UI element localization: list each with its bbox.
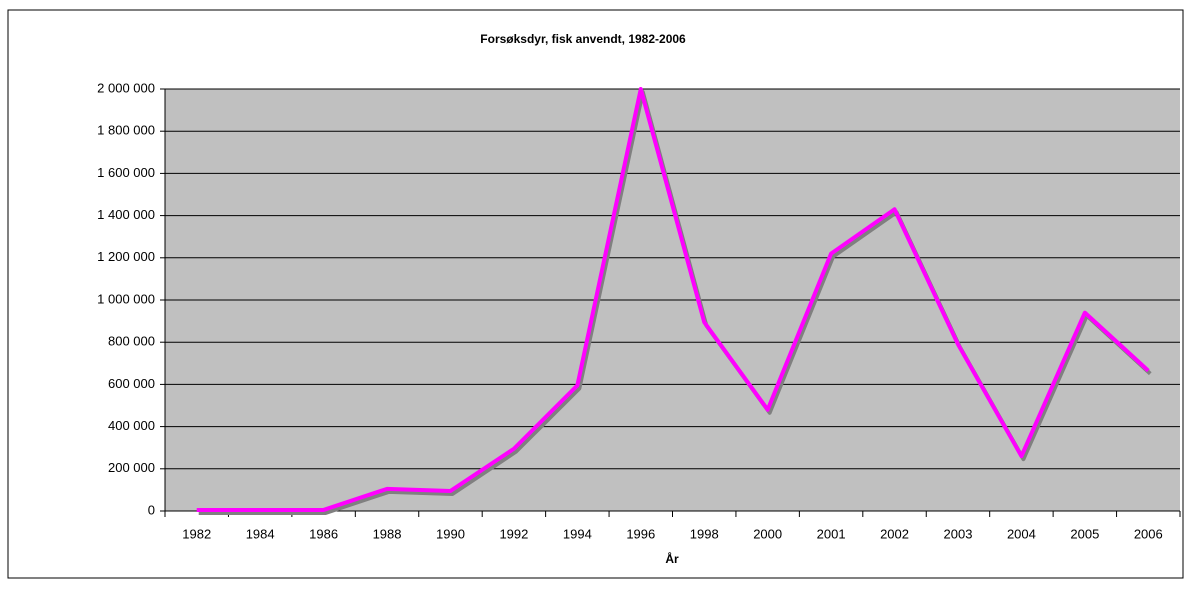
x-tick-label: 1996 <box>626 526 655 541</box>
y-tick-label: 400 000 <box>108 418 155 433</box>
x-tick-label: 2003 <box>944 526 973 541</box>
x-tick-label: 2001 <box>817 526 846 541</box>
y-tick-label: 1 200 000 <box>97 249 155 264</box>
x-tick-label: 2006 <box>1134 526 1163 541</box>
x-tick-label: 2004 <box>1007 526 1036 541</box>
x-tick-label: 1986 <box>309 526 338 541</box>
x-tick-label: 1990 <box>436 526 465 541</box>
x-tick-label: 1984 <box>246 526 275 541</box>
x-tick-label: 1988 <box>373 526 402 541</box>
x-tick-label: 2005 <box>1070 526 1099 541</box>
y-tick-label: 2 000 000 <box>97 80 155 95</box>
x-tick-label: 1994 <box>563 526 592 541</box>
x-tick-label: 1982 <box>182 526 211 541</box>
y-tick-label: 1 800 000 <box>97 123 155 138</box>
y-tick-label: 200 000 <box>108 460 155 475</box>
x-tick-label: 2002 <box>880 526 909 541</box>
y-tick-label: 0 <box>148 502 155 517</box>
y-tick-label: 600 000 <box>108 376 155 391</box>
x-axis-title: År <box>665 551 679 566</box>
x-tick-label: 1998 <box>690 526 719 541</box>
series-line <box>196 87 1150 512</box>
y-tick-label: 1 600 000 <box>97 165 155 180</box>
y-tick-label: 1 400 000 <box>97 207 155 222</box>
x-tick-label: 1992 <box>499 526 528 541</box>
y-tick-label: 800 000 <box>108 334 155 349</box>
x-tick-label: 2000 <box>753 526 782 541</box>
chart-title: Forsøksdyr, fisk anvendt, 1982-2006 <box>480 32 686 46</box>
y-tick-label: 1 000 000 <box>97 291 155 306</box>
